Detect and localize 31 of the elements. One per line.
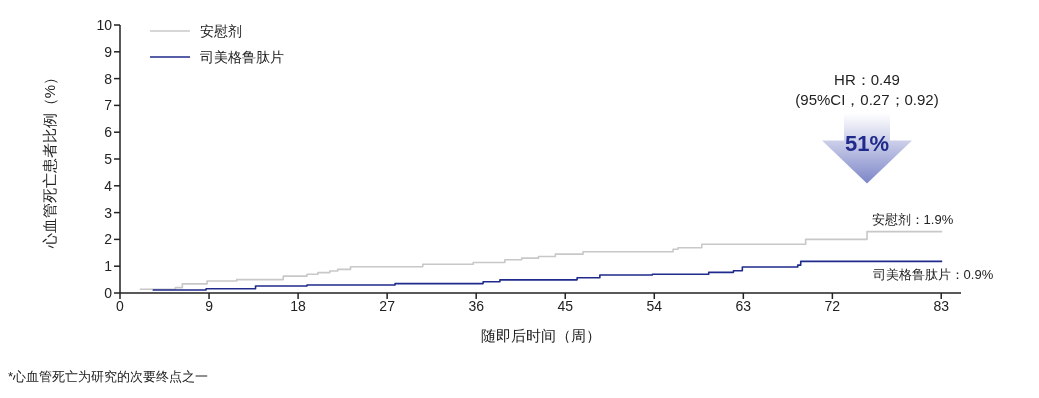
legend-label: 司美格鲁肽片 (200, 49, 284, 65)
y-tick-label: 1 (104, 258, 113, 275)
annotation: HR：0.49 (834, 71, 900, 89)
legend-label: 安慰剂 (200, 23, 242, 39)
text: *心血管死亡为研究的次要终点之一 (8, 368, 210, 386)
x-tick-label: 36 (468, 297, 485, 314)
annotation: 51% (844, 131, 890, 157)
y-tick-label: 7 (104, 97, 113, 114)
x-tick-label: 54 (646, 297, 663, 314)
x-tick-label: 72 (824, 297, 841, 314)
y-tick-label: 4 (104, 177, 113, 194)
y-tick-label: 10 (96, 16, 113, 33)
x-tick-label: 0 (116, 297, 125, 314)
annotation: (95%CI，0.27；0.92) (795, 91, 939, 109)
y-axis-title: 心血管死亡患者比例（%） (41, 69, 59, 250)
y-tick-label: 6 (104, 124, 113, 141)
x-tick-label: 9 (205, 297, 214, 314)
y-tick-label: 2 (104, 231, 113, 248)
y-tick-label: 5 (104, 150, 113, 167)
annotation: 安慰剂：1.9% (871, 211, 954, 227)
x-tick-label: 63 (735, 297, 752, 314)
y-tick-label: 9 (104, 43, 113, 60)
y-tick-label: 3 (104, 204, 113, 221)
x-tick-label: 27 (379, 297, 396, 314)
y-tick-label: 8 (104, 70, 113, 87)
x-tick-label: 45 (557, 297, 574, 314)
x-tick-label: 83 (933, 297, 950, 314)
y-tick-label: 0 (104, 284, 113, 301)
x-tick-label: 18 (290, 297, 307, 314)
annotation: 司美格鲁肽片：0.9% (872, 267, 994, 283)
x-axis-title: 随即后时间（周） (480, 327, 601, 344)
